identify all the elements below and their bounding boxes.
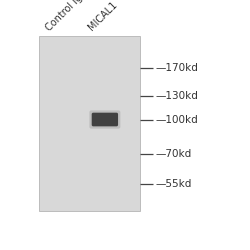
FancyBboxPatch shape [92,113,118,126]
Text: —100kd: —100kd [155,114,198,124]
FancyBboxPatch shape [90,110,120,129]
Text: —130kd: —130kd [155,92,198,102]
Text: —70kd: —70kd [155,149,192,159]
Text: MICAL1: MICAL1 [86,0,119,33]
Text: —55kd: —55kd [155,179,192,189]
Text: Control IgG: Control IgG [44,0,89,33]
Bar [39,36,140,211]
Text: —170kd: —170kd [155,62,198,72]
